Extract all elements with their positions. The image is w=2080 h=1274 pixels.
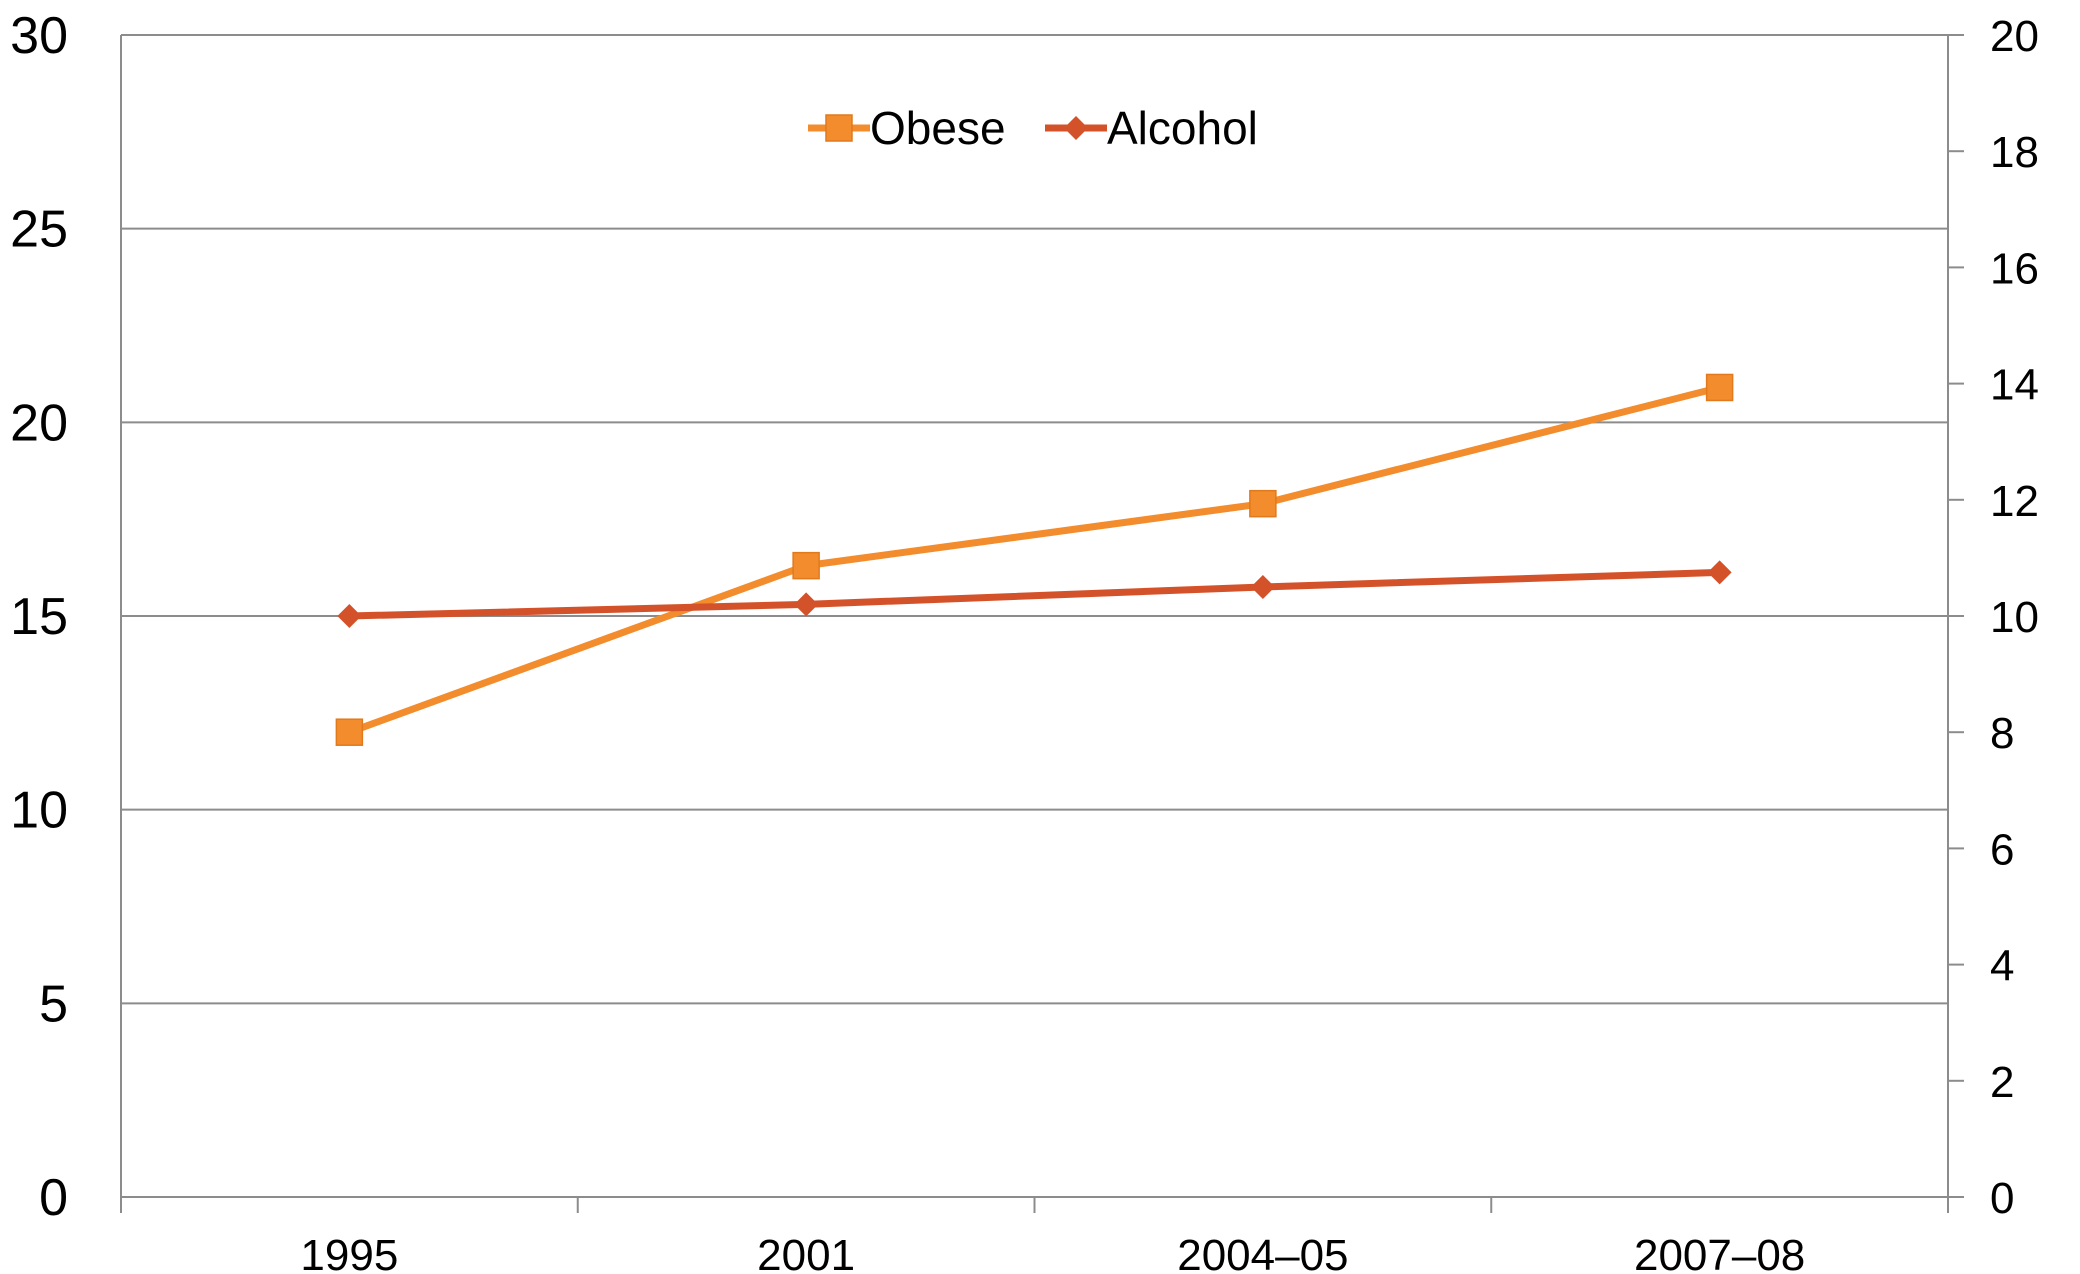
y-left-tick-label: 30 bbox=[10, 7, 68, 65]
y-right-tick-label: 12 bbox=[1990, 477, 2039, 526]
legend-marker bbox=[825, 114, 853, 142]
y-right-tick-label: 0 bbox=[1990, 1174, 2014, 1223]
y-right-tick-label: 2 bbox=[1990, 1058, 2014, 1107]
y-left-tick-label: 5 bbox=[39, 975, 68, 1033]
legend-label: Alcohol bbox=[1107, 102, 1258, 154]
x-tick-label: 2007–08 bbox=[1634, 1231, 1805, 1274]
data-point-alcohol bbox=[1707, 560, 1732, 585]
legend: Obese Alcohol bbox=[808, 102, 1258, 154]
y-left-tick-label: 20 bbox=[10, 394, 68, 452]
data-point-obese bbox=[1249, 489, 1277, 518]
data-point-obese bbox=[792, 551, 820, 580]
series-line-alcohol bbox=[349, 568, 1720, 620]
y-right-tick-label: 14 bbox=[1990, 361, 2039, 410]
series-alcohol bbox=[337, 560, 1732, 628]
legend-item-obese: Obese bbox=[808, 102, 1006, 154]
y-right-tick-label: 18 bbox=[1990, 128, 2039, 177]
y-right-tick-label: 20 bbox=[1990, 12, 2039, 61]
y-left-tick-label: 25 bbox=[10, 201, 68, 259]
data-point-alcohol bbox=[337, 604, 362, 628]
x-axis-ticks: 1995 2001 2004–05 2007–08 bbox=[120, 1197, 1949, 1274]
y-left-tick-label: 10 bbox=[10, 782, 68, 840]
data-point-obese bbox=[335, 718, 364, 746]
data-point-alcohol bbox=[1250, 574, 1275, 599]
series-obese bbox=[335, 373, 1734, 746]
x-tick-label: 2004–05 bbox=[1177, 1231, 1348, 1274]
data-point-alcohol bbox=[794, 592, 819, 617]
y-right-tick-label: 8 bbox=[1990, 709, 2014, 758]
data-point-obese bbox=[1705, 373, 1734, 402]
legend-item-alcohol: Alcohol bbox=[1045, 102, 1258, 154]
y-left-tick-label: 0 bbox=[39, 1169, 68, 1227]
x-tick-label: 2001 bbox=[757, 1231, 855, 1274]
y-right-tick-label: 16 bbox=[1990, 244, 2039, 293]
series-group bbox=[335, 373, 1734, 746]
y-right-tick-label: 10 bbox=[1990, 593, 2039, 642]
x-tick-label: 1995 bbox=[300, 1231, 398, 1274]
legend-marker bbox=[1064, 116, 1088, 140]
y-axis-right-ticks: 0 2 4 6 8 10 12 14 16 18 20 bbox=[1948, 12, 2039, 1223]
legend-label: Obese bbox=[870, 102, 1006, 154]
series-line-obese bbox=[348, 384, 1721, 736]
y-right-tick-label: 6 bbox=[1990, 825, 2014, 874]
y-right-tick-label: 4 bbox=[1990, 942, 2014, 991]
y-left-tick-label: 15 bbox=[10, 588, 68, 646]
y-axis-left-ticks: 0 5 10 15 20 25 30 bbox=[10, 7, 68, 1227]
